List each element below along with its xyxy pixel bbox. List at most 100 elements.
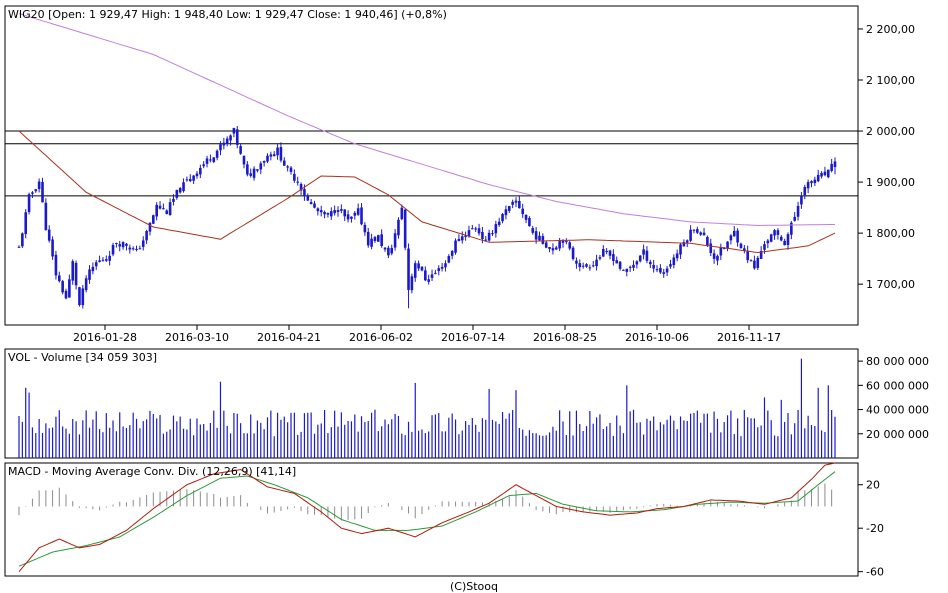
candle-body — [192, 175, 195, 181]
price-x-tick-label: 2016-08-25 — [533, 331, 597, 344]
candle-body — [222, 142, 226, 146]
candle-body — [121, 242, 125, 248]
candle-body — [612, 254, 615, 261]
price-y-tick-label: 2 100,00 — [866, 74, 915, 87]
candle-body — [41, 182, 44, 203]
macd-panel-title: MACD - Moving Average Conv. Div. (12,26,… — [8, 465, 296, 478]
candle-body — [474, 228, 477, 230]
candle-body — [598, 257, 602, 259]
candle-body — [336, 210, 340, 212]
candle-body — [793, 216, 797, 221]
candle-body — [477, 228, 481, 234]
candle-body — [538, 235, 541, 241]
candle-body — [407, 248, 410, 290]
candle-body — [329, 211, 333, 217]
candle-body — [168, 202, 172, 216]
candle-body — [115, 243, 118, 245]
candle-body — [575, 260, 578, 264]
candle-body — [601, 249, 605, 257]
candle-body — [783, 240, 786, 246]
candle-body — [518, 200, 521, 209]
candle-body — [232, 128, 236, 134]
candle-body — [326, 213, 330, 215]
candle-body — [293, 173, 296, 181]
macd-y-tick-label: -20 — [866, 522, 884, 535]
candle-body — [172, 198, 175, 202]
candle-body — [672, 257, 676, 266]
candle-body — [649, 261, 652, 265]
candle-body — [390, 247, 394, 254]
candle-body — [397, 219, 400, 236]
candle-body — [235, 129, 239, 145]
candle-body — [447, 256, 451, 263]
volume-y-tick-label: 20 000 000 — [866, 428, 929, 441]
candle-body — [732, 230, 736, 237]
candle-body — [773, 230, 776, 236]
candle-body — [316, 208, 320, 212]
price-x-tick-label: 2016-07-14 — [441, 331, 505, 344]
candle-body — [581, 265, 585, 267]
candle-body — [628, 266, 632, 268]
candle-body — [618, 261, 622, 269]
candle-body — [353, 212, 357, 216]
candle-body — [246, 164, 249, 175]
macd-panel-frame — [4, 462, 859, 577]
candle-body — [61, 281, 64, 293]
price-y-tick-label: 2 200,00 — [866, 23, 915, 36]
candle-body — [638, 255, 642, 262]
candle-body — [578, 263, 582, 268]
candle-body — [652, 264, 655, 269]
candle-body — [833, 161, 837, 168]
candle-body — [68, 279, 71, 298]
candle-body — [81, 288, 85, 306]
candle-body — [350, 216, 353, 219]
candle-body — [471, 228, 474, 230]
candle-body — [340, 209, 343, 211]
candle-body — [182, 182, 185, 192]
candle-body — [685, 240, 689, 243]
candle-body — [185, 179, 189, 181]
candle-body — [377, 235, 380, 242]
price-y-tick-label: 1 800,00 — [866, 227, 915, 240]
macd-y-tick-label: -60 — [866, 566, 884, 579]
candle-body — [363, 224, 367, 233]
candle-body — [256, 169, 259, 171]
volume-y-tick-label: 60 000 000 — [866, 379, 929, 392]
candle-body — [491, 233, 494, 235]
candle-body — [763, 244, 766, 250]
candle-body — [266, 155, 269, 162]
candle-body — [155, 204, 158, 217]
candle-body — [229, 135, 232, 141]
candle-body — [286, 166, 289, 168]
candle-body — [692, 229, 696, 231]
macd-line — [18, 462, 836, 573]
candle-body — [373, 237, 377, 241]
candle-body — [403, 209, 407, 248]
candle-body — [823, 171, 827, 176]
candle-body — [481, 232, 484, 240]
candle-body — [205, 158, 209, 164]
volume-panel: 80 000 000 60 000 000 40 000 000 20 000 000… — [4, 348, 929, 459]
candle-body — [276, 147, 279, 156]
candle-body — [464, 235, 467, 237]
candle-body — [571, 247, 575, 260]
candle-body — [131, 248, 135, 250]
candle-body — [299, 183, 303, 191]
candle-body — [413, 263, 417, 278]
candle-body — [111, 244, 115, 255]
candle-body — [444, 263, 447, 268]
candle-body — [467, 230, 471, 237]
price-y-tick-label: 1 900,00 — [866, 176, 915, 189]
macd-y-tick-label: 20 — [866, 479, 880, 492]
candle-body — [679, 244, 682, 255]
candle-body — [729, 235, 733, 241]
candle-body — [188, 178, 192, 182]
candle-body — [400, 207, 404, 220]
candle-body — [424, 270, 427, 281]
candle-body — [454, 240, 457, 253]
candle-body — [17, 246, 21, 248]
candle-body — [152, 215, 155, 224]
candle-body — [689, 229, 692, 241]
macd-histogram — [18, 483, 833, 521]
candle-body — [279, 147, 283, 161]
